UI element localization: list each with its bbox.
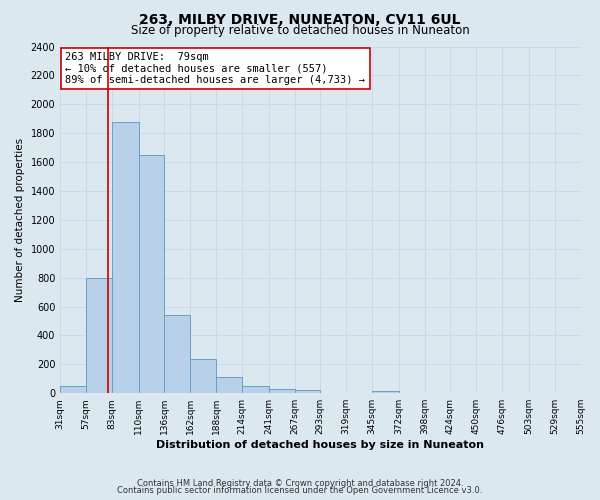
Bar — [164, 315, 190, 393]
Bar — [86, 278, 112, 393]
Bar — [112, 122, 139, 393]
Bar — [269, 389, 295, 393]
Text: Size of property relative to detached houses in Nuneaton: Size of property relative to detached ho… — [131, 24, 469, 37]
Text: Contains public sector information licensed under the Open Government Licence v3: Contains public sector information licen… — [118, 486, 482, 495]
Bar — [190, 360, 216, 393]
Bar — [372, 391, 399, 393]
Bar — [242, 386, 269, 393]
Text: Contains HM Land Registry data © Crown copyright and database right 2024.: Contains HM Land Registry data © Crown c… — [137, 478, 463, 488]
Bar — [60, 386, 86, 393]
Bar — [216, 378, 242, 393]
Text: 263, MILBY DRIVE, NUNEATON, CV11 6UL: 263, MILBY DRIVE, NUNEATON, CV11 6UL — [139, 12, 461, 26]
Bar — [295, 390, 320, 393]
Text: 263 MILBY DRIVE:  79sqm
← 10% of detached houses are smaller (557)
89% of semi-d: 263 MILBY DRIVE: 79sqm ← 10% of detached… — [65, 52, 365, 85]
Bar — [139, 155, 164, 393]
X-axis label: Distribution of detached houses by size in Nuneaton: Distribution of detached houses by size … — [157, 440, 484, 450]
Y-axis label: Number of detached properties: Number of detached properties — [15, 138, 25, 302]
